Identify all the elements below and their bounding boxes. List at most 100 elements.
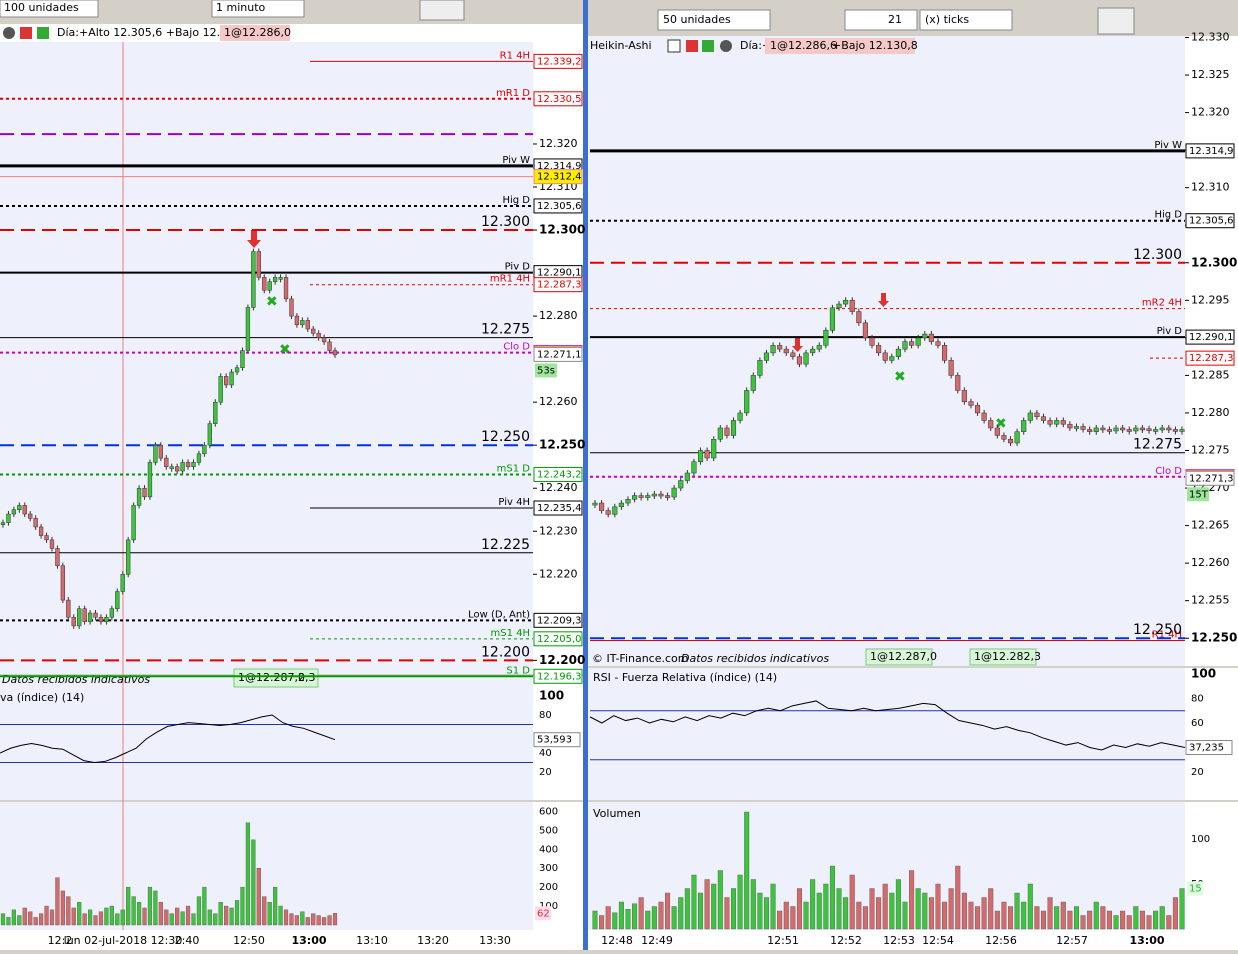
candle	[294, 315, 300, 325]
candle	[98, 617, 104, 622]
vol-bar	[153, 890, 158, 926]
rsi-line	[0, 714, 336, 764]
up-icon[interactable]	[702, 40, 714, 52]
time-label: 13:00	[1129, 934, 1164, 947]
right-footer: Datos recibidos indicativos	[681, 652, 829, 665]
chart-type-btn[interactable]	[419, 0, 465, 21]
candle	[796, 356, 803, 365]
candle	[77, 608, 82, 627]
period-select[interactable]	[211, 0, 305, 18]
vol-bar	[770, 883, 776, 930]
vol-bar	[1172, 897, 1178, 930]
vol-bar	[115, 913, 120, 926]
count-input[interactable]	[844, 9, 918, 31]
time-label: 12:57	[1056, 934, 1088, 947]
right-header-tag: 1@12.286,6	[770, 39, 837, 52]
vol-bar	[175, 907, 180, 926]
vol-bar	[322, 917, 327, 926]
candle	[618, 502, 624, 508]
rsi-tag: 53,593	[537, 735, 572, 746]
chart-type-btn-right[interactable]	[1097, 7, 1135, 35]
qty-select-right[interactable]	[657, 9, 771, 31]
right-order-tag: 1@12.287,0	[870, 650, 937, 663]
down-icon[interactable]	[686, 40, 698, 52]
vol-bar	[142, 907, 147, 926]
copyright: © IT-Finance.com	[592, 652, 689, 665]
close-icon[interactable]	[720, 40, 732, 52]
vol-bar	[605, 906, 611, 930]
vol-bar	[592, 910, 598, 930]
candle	[902, 341, 908, 350]
candle	[783, 348, 789, 354]
y-tick-label: 12.280	[539, 309, 578, 322]
vol-bar	[849, 874, 855, 930]
level-name: 12.300	[481, 214, 530, 230]
time-label: 12:53	[883, 934, 915, 947]
vol-bar	[213, 913, 218, 926]
candle	[153, 444, 158, 463]
level-name: mR2 4H	[1142, 298, 1182, 309]
vol-bar	[961, 892, 967, 930]
candle	[981, 412, 987, 421]
qty-text: 100 unidades	[4, 1, 79, 14]
qty-select[interactable]	[0, 0, 99, 18]
candle	[829, 307, 835, 331]
candle	[671, 487, 677, 498]
candle	[638, 495, 644, 498]
y-tick-label: 12.240	[539, 481, 578, 494]
candle	[147, 462, 153, 498]
vol-bar	[922, 892, 928, 930]
timer: 53s	[537, 365, 555, 376]
vol-bar	[126, 886, 131, 926]
vol-bar	[98, 911, 104, 926]
candle	[311, 328, 316, 334]
candle	[968, 401, 974, 406]
unit-select[interactable]	[919, 9, 1013, 31]
y-tick-label: 12.300	[539, 223, 585, 237]
level-tag-bg	[1185, 329, 1235, 345]
level-tag-bg	[533, 169, 583, 185]
level-name: 12.225	[481, 537, 530, 553]
sell-arrow	[792, 338, 803, 352]
vol-bar	[6, 917, 11, 926]
candle	[17, 505, 22, 510]
vol-bar	[224, 905, 229, 926]
candle	[757, 360, 763, 376]
candle	[994, 427, 1000, 436]
vol-tag: 15	[1189, 884, 1202, 895]
window-icon[interactable]	[667, 39, 681, 53]
buy-mark: ✖	[995, 416, 1007, 432]
vol-bar	[305, 917, 310, 926]
vol-bar	[711, 883, 717, 930]
candle	[218, 376, 223, 403]
down-icon[interactable]	[20, 27, 32, 39]
vol-bar	[267, 902, 272, 926]
time-label: 13:20	[417, 934, 449, 947]
candle	[300, 320, 305, 325]
level-name: 12.300	[1133, 247, 1182, 263]
close-icon[interactable]	[3, 27, 15, 39]
vol-bar	[1113, 915, 1119, 930]
candle	[289, 298, 294, 317]
vol-bar	[289, 913, 294, 926]
unit-text: (x) ticks	[925, 13, 969, 26]
level-tag-bg	[533, 277, 583, 293]
up-icon[interactable]	[37, 27, 49, 39]
vol-tag-bg	[1187, 881, 1203, 896]
splitter[interactable]	[583, 0, 588, 950]
candle	[60, 565, 66, 601]
time-label: 12:50	[233, 934, 265, 947]
candle	[126, 539, 131, 575]
candle	[164, 457, 169, 467]
time-label: 12:56	[985, 934, 1017, 947]
candle	[1040, 416, 1047, 421]
right-time-axis	[588, 930, 1238, 950]
candle	[717, 427, 723, 440]
left-order-tag2: 2,3	[298, 671, 316, 684]
level-tag: 12.287,3	[537, 280, 582, 291]
vol-bar	[1146, 915, 1152, 930]
vol-bar	[803, 901, 809, 930]
candle	[185, 462, 191, 467]
vol-bar	[273, 886, 278, 926]
candle	[175, 466, 180, 472]
